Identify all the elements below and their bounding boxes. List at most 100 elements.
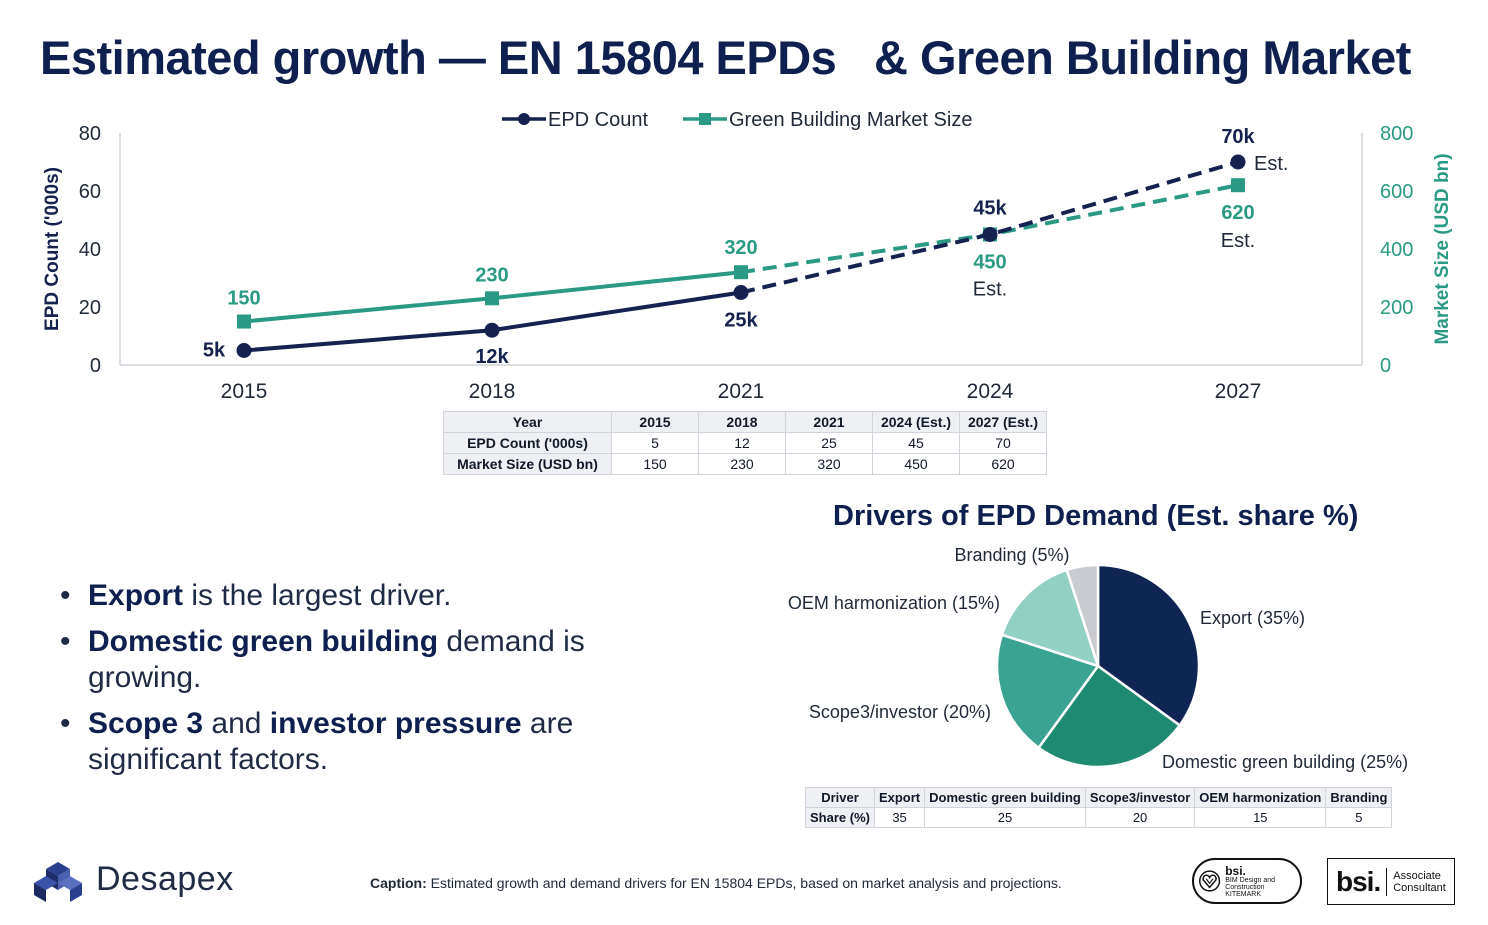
y-axis-label: EPD Count ('000s): [42, 167, 63, 331]
table-cell: 45: [872, 432, 960, 454]
caption-label: Caption:: [370, 875, 427, 891]
table-header-cell: Driver: [805, 787, 875, 808]
y2-tick-label: 0: [1380, 355, 1391, 377]
x-tick-label: 2015: [221, 380, 268, 403]
market-size-point: [237, 314, 251, 329]
bullet-bold: Domestic green building: [88, 625, 439, 658]
market-size-data-label: 450: [973, 252, 1006, 274]
table-cell: 25: [924, 807, 1086, 828]
market-size-data-label: 150: [227, 288, 260, 310]
list-item: Scope 3 and investor pressure are signif…: [60, 706, 620, 778]
table-header-row: Year 2015 2018 2021 2024 (Est.) 2027 (Es…: [443, 411, 1047, 433]
pie-slice-label: OEM harmonization (15%): [788, 593, 1000, 613]
est-annotation: Est.: [973, 279, 1007, 301]
key-points-list: Export is the largest driver. Domestic g…: [60, 578, 620, 788]
bullet-text: are significant factors.: [88, 707, 574, 776]
badge-brand: bsi.: [1225, 863, 1246, 878]
legend-epd-label: EPD Count: [548, 109, 648, 131]
est-annotation: Est.: [1254, 153, 1288, 175]
table-cell: 320: [785, 453, 873, 475]
table-header-cell: 2021: [785, 411, 873, 433]
legend-market-marker: [699, 113, 711, 125]
chart-legend: EPD Count Green Building Market Size: [502, 109, 972, 131]
pie-slice-label: Domestic green building (25%): [1162, 752, 1408, 772]
pie-chart-title: Drivers of EPD Demand (Est. share %): [833, 500, 1359, 532]
table-header-cell: Domestic green building: [924, 787, 1086, 808]
table-cell: 230: [698, 453, 786, 475]
table-cell: 5: [611, 432, 699, 454]
badge-text: BIM Design and Construction KITEMARK: [1225, 876, 1276, 898]
table-cell: 5: [1325, 807, 1393, 828]
y-tick-label: 60: [79, 181, 101, 203]
growth-data-table: Year 2015 2018 2021 2024 (Est.) 2027 (Es…: [443, 411, 1047, 475]
bsi-associate-badge: bsi. Associate Consultant: [1327, 858, 1455, 905]
table-row: EPD Count ('000s) 5 12 25 45 70: [443, 432, 1047, 454]
y-tick-label: 0: [90, 355, 101, 377]
epd-count-data-label: 25k: [724, 310, 758, 332]
table-cell: 20: [1084, 807, 1196, 828]
list-item: Domestic green building demand is growin…: [60, 624, 620, 696]
table-header-cell: 2024 (Est.): [872, 411, 960, 433]
x-tick-label: 2018: [469, 380, 516, 403]
pie-slice: [995, 633, 1101, 750]
pie-slice-label: Scope3/investor (20%): [809, 702, 991, 722]
table-cell: 12: [698, 432, 786, 454]
table-cell: 620: [959, 453, 1047, 475]
table-header-cell: Year: [443, 411, 612, 433]
y-tick-label: 20: [79, 297, 101, 319]
table-cell: 70: [959, 432, 1047, 454]
market-size-data-label: 230: [475, 264, 508, 286]
epd-count-point: [484, 322, 500, 338]
table-header-row: Driver Export Domestic green building Sc…: [805, 787, 1393, 808]
legend-market-label: Green Building Market Size: [729, 109, 972, 131]
table-header-cell: 2018: [698, 411, 786, 433]
y2-tick-label: 800: [1380, 123, 1413, 145]
bullet-text: demand is growing.: [88, 625, 585, 694]
y2-tick-label: 400: [1380, 239, 1413, 261]
market-size-point: [1231, 178, 1245, 193]
table-header-cell: Export: [873, 787, 926, 808]
bullet-text: and: [203, 707, 270, 740]
legend-epd-marker: [518, 113, 530, 125]
bullet-bold: Scope 3: [88, 707, 204, 740]
logo-text: Desapex: [96, 859, 234, 898]
badge-text: Consultant: [1393, 881, 1446, 894]
badge-brand: bsi.: [1336, 865, 1381, 897]
epd-count-data-label: 45k: [973, 198, 1007, 220]
bullet-bold: investor pressure: [269, 707, 522, 740]
epd-count-point: [1230, 154, 1246, 170]
table-header-cell: Branding: [1325, 787, 1393, 808]
est-annotation: Est.: [1221, 230, 1255, 252]
table-row: Share (%) 35 25 20 15 5: [805, 807, 1393, 828]
drivers-pie-chart: Export (35%) Domestic green building (25%…: [788, 545, 1408, 772]
badge-divider: [1386, 867, 1388, 896]
pie-slice: [1065, 563, 1100, 667]
badge-text: Associate: [1393, 869, 1441, 882]
epd-count-point: [733, 285, 749, 300]
table-header-cell: 2027 (Est.): [959, 411, 1047, 433]
market-size-data-label: 320: [724, 237, 757, 259]
y-tick-label: 80: [79, 123, 101, 145]
epd-count-point: [236, 343, 252, 358]
list-item: Export is the largest driver.: [60, 578, 620, 614]
epd-count-data-label: 12k: [475, 346, 509, 368]
pie-slice-label: Export (35%): [1200, 608, 1305, 628]
epd-count-data-label: 70k: [1221, 126, 1255, 148]
figure-caption: Caption: Estimated growth and demand dri…: [370, 875, 1062, 891]
market-size-data-label: 620: [1221, 202, 1254, 224]
cube-logo-icon: [34, 862, 82, 902]
table-cell: 25: [785, 432, 873, 454]
pie-slice-label: Branding (5%): [954, 545, 1069, 565]
epd-count-point: [982, 227, 998, 242]
x-tick-label: 2024: [967, 380, 1014, 403]
pie-slice: [1096, 563, 1201, 728]
y2-tick-label: 200: [1380, 297, 1413, 319]
x-tick-label: 2021: [718, 380, 765, 403]
bsi-kitemark-badge: bsi. BIM Design and Construction KITEMAR…: [1192, 858, 1302, 904]
table-row-header: Share (%): [805, 807, 875, 828]
market-size-point: [485, 291, 499, 306]
caption-text: Estimated growth and demand drivers for …: [426, 875, 1062, 891]
table-row-header: EPD Count ('000s): [443, 432, 612, 454]
epd-count-data-label: 5k: [203, 340, 226, 362]
